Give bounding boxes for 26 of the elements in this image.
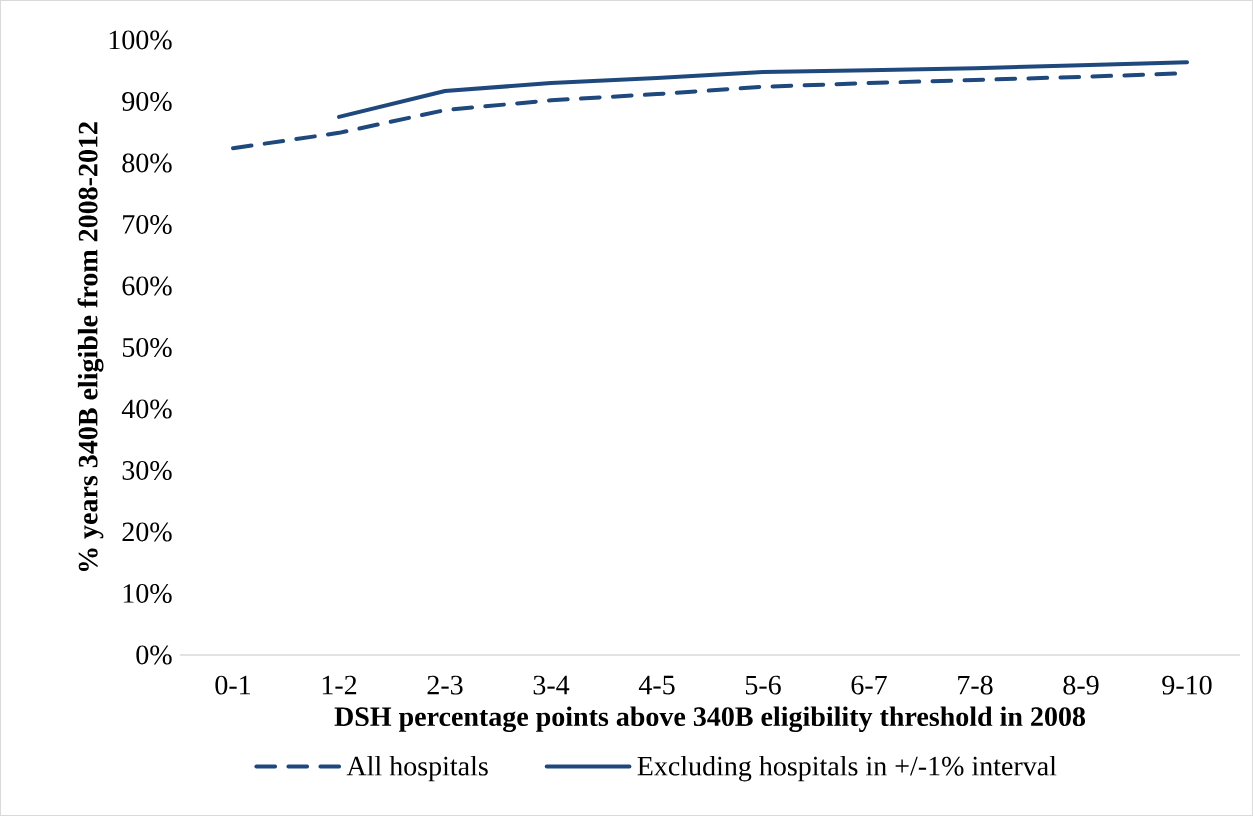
x-tick-label: 3-4 [533,675,570,695]
y-tick-label: 10% [123,584,172,603]
line-series [337,60,1189,119]
x-tick-label: 9-10 [1162,675,1212,695]
y-tick-label: 30% [122,461,172,480]
y-tick-label: 0% [136,645,172,665]
legend-label: Excluding hospitals in +/-1% interval [637,755,1057,782]
y-tick-label: 80% [122,153,172,173]
x-tick-label: 0-1 [215,675,250,695]
y-tick-label: 90% [122,92,172,111]
x-tick-label: 8-9 [1063,675,1099,695]
x-tick-label: 7-8 [958,675,993,695]
x-tick-label: 5-6 [745,675,781,695]
x-tick-label: 1-2 [322,675,357,695]
y-tick-label: 40% [121,399,172,419]
x-tick-label: 2-3 [427,675,463,695]
y-tick-label: 60% [122,276,172,296]
x-tick-label: 6-7 [851,675,887,695]
y-axis-title: % years 340B eligible from 2008-2012 [77,122,104,572]
y-tick-label: 70% [123,215,172,234]
y-tick-label: 20% [122,522,172,542]
legend-label: All hospitals [346,755,488,782]
y-tick-label: 50% [122,338,172,357]
y-tick-label: 100% [109,30,172,50]
x-axis-title: DSH percentage points above 340B eligibility threshold in 2008 [334,706,1086,733]
x-tick-label: 4-5 [638,675,675,695]
